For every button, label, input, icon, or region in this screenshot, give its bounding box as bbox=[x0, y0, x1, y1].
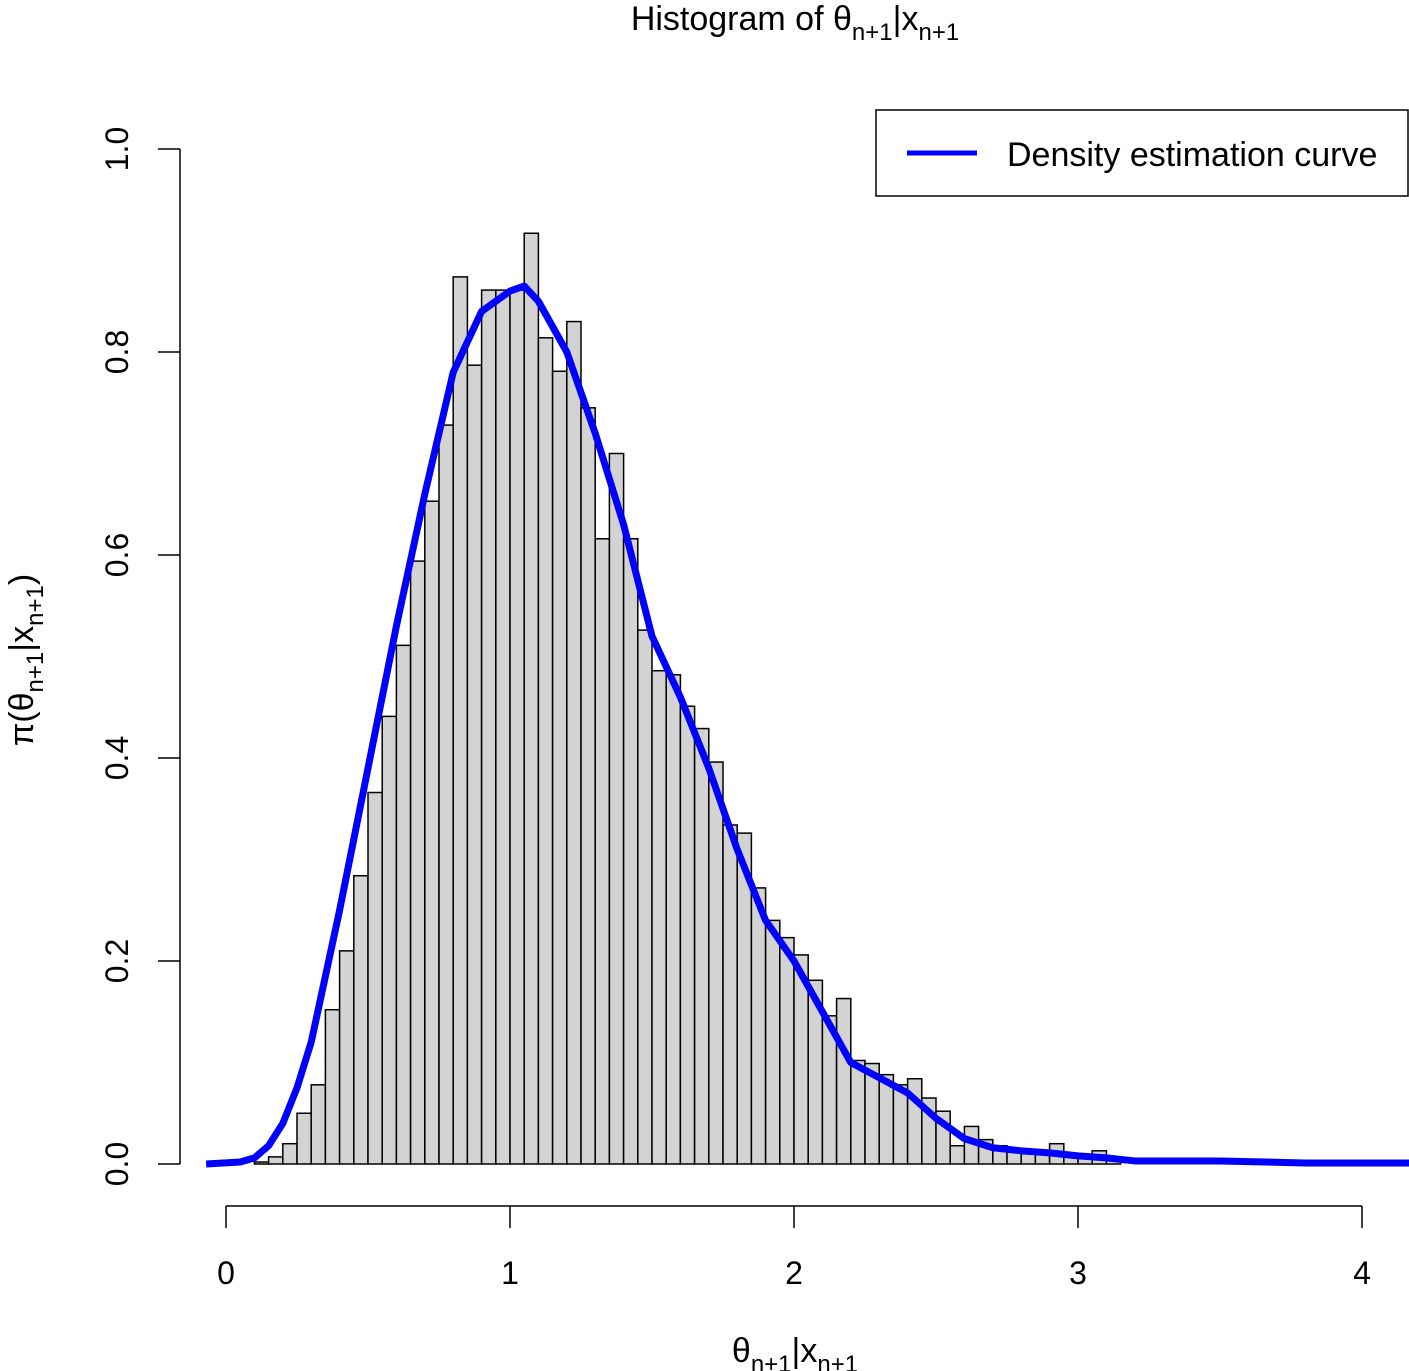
histogram-bar bbox=[551, 370, 568, 1165]
histogram-bar bbox=[651, 669, 667, 1165]
histogram-bar bbox=[480, 289, 497, 1165]
x-axis-label: θn+1|xn+1 bbox=[732, 1332, 858, 1371]
histogram-bar bbox=[622, 538, 639, 1165]
histogram-bar bbox=[338, 950, 355, 1165]
legend-label: Density estimation curve bbox=[1007, 136, 1377, 174]
histogram-bar bbox=[722, 824, 738, 1165]
histogram-bar bbox=[409, 560, 426, 1165]
histogram-bar bbox=[296, 1112, 312, 1165]
histogram-bar bbox=[381, 715, 398, 1165]
y-axis: 0.0 0.2 0.4 0.6 0.8 1.0 bbox=[99, 127, 181, 1186]
histogram-bar bbox=[679, 705, 696, 1165]
chart-title: Histogram of θn+1|xn+1 bbox=[631, 0, 959, 46]
histogram-bars bbox=[253, 232, 1122, 1165]
density-curve bbox=[205, 282, 1409, 1168]
histogram-bar bbox=[353, 874, 369, 1165]
histogram-bar bbox=[892, 1084, 909, 1165]
histogram-bar bbox=[424, 500, 440, 1165]
y-axis-label: π(θn+1|xn+1) bbox=[3, 574, 49, 746]
histogram-bar bbox=[537, 337, 554, 1165]
y-tick-label: 0.4 bbox=[99, 736, 135, 780]
histogram-bar bbox=[310, 1084, 327, 1165]
histogram-bar bbox=[608, 452, 625, 1165]
y-tick-label: 0.0 bbox=[99, 1142, 135, 1186]
x-tick-label: 3 bbox=[1069, 1255, 1087, 1291]
histogram-bar bbox=[253, 1161, 270, 1165]
histogram-bar bbox=[949, 1144, 966, 1165]
histogram-bar bbox=[495, 289, 511, 1165]
histogram-bar bbox=[324, 1008, 341, 1165]
histogram-bar bbox=[282, 1142, 298, 1165]
histogram-bar bbox=[750, 887, 767, 1165]
legend: Density estimation curve bbox=[875, 109, 1409, 197]
histogram-bar bbox=[594, 538, 611, 1165]
histogram-bar bbox=[466, 364, 483, 1165]
y-tick-label: 0.8 bbox=[99, 330, 135, 374]
x-tick-label: 2 bbox=[785, 1255, 803, 1291]
x-tick-label: 4 bbox=[1353, 1255, 1371, 1291]
histogram-bar bbox=[395, 644, 412, 1165]
histogram-bar bbox=[580, 407, 596, 1165]
histogram-bar bbox=[1020, 1153, 1037, 1165]
histogram-bar bbox=[665, 674, 682, 1165]
x-tick-label: 1 bbox=[501, 1255, 519, 1291]
histogram-bar bbox=[452, 276, 469, 1165]
histogram-bar bbox=[693, 727, 710, 1165]
histogram-bar bbox=[779, 936, 795, 1165]
y-tick-label: 1.0 bbox=[99, 127, 135, 171]
histogram-bar bbox=[835, 997, 852, 1165]
y-tick-label: 0.6 bbox=[99, 533, 135, 577]
histogram-bar bbox=[438, 424, 454, 1165]
histogram-bar bbox=[509, 289, 525, 1165]
y-tick-label: 0.2 bbox=[99, 939, 135, 983]
histogram-bar bbox=[637, 629, 653, 1165]
histogram-bar bbox=[764, 919, 781, 1165]
histogram-bar bbox=[850, 1059, 866, 1165]
histogram-bar bbox=[367, 791, 383, 1165]
histogram-bar bbox=[267, 1156, 284, 1165]
histogram-bar bbox=[523, 232, 540, 1165]
x-tick-label: 0 bbox=[217, 1255, 235, 1291]
histogram-bar bbox=[708, 761, 724, 1165]
x-axis: 0 1 2 3 4 bbox=[217, 1205, 1371, 1291]
histogram-bar bbox=[566, 320, 582, 1165]
